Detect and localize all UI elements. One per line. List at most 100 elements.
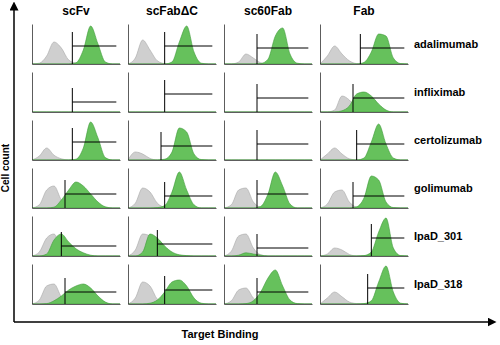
plot-area — [32, 278, 120, 304]
row-label: certolizumab — [414, 134, 482, 146]
x-axis — [225, 256, 313, 257]
gate-line — [61, 246, 116, 247]
plot-area — [128, 128, 216, 160]
axis-line — [128, 265, 129, 305]
y-axis — [128, 169, 129, 209]
x-axis — [225, 160, 313, 161]
gate-marker — [157, 230, 158, 256]
x-axis — [321, 304, 409, 305]
x-axis — [33, 112, 121, 113]
panel — [224, 169, 313, 209]
control-histogram — [128, 40, 216, 64]
axis-line — [224, 73, 225, 113]
gate-line — [257, 248, 308, 249]
axis-line — [33, 160, 121, 161]
gate-marker — [257, 34, 258, 64]
plot-area — [224, 270, 312, 304]
gate-marker — [164, 32, 165, 64]
sample-histogram — [128, 172, 216, 208]
panel — [320, 217, 409, 257]
gate-line — [65, 292, 116, 293]
plot-area — [32, 232, 120, 256]
plot-area — [32, 180, 120, 208]
gate-line — [257, 98, 308, 99]
sample-histogram — [128, 26, 216, 64]
gate-marker — [65, 180, 66, 208]
gate-line — [165, 290, 213, 291]
gate-marker — [371, 224, 372, 256]
gate-line — [65, 194, 116, 195]
control-histogram — [224, 112, 312, 113]
control-histogram — [32, 42, 120, 64]
plot-area — [224, 130, 312, 160]
gate-marker — [353, 84, 354, 112]
sample-histogram — [128, 128, 216, 160]
axis-line — [320, 73, 321, 113]
x-axis — [225, 112, 313, 113]
gate-marker — [164, 276, 165, 304]
y-axis — [320, 217, 321, 257]
plot-area — [128, 26, 216, 64]
sample-histogram — [320, 218, 408, 256]
column-header: scFv — [62, 4, 90, 18]
row-label: adalimumab — [414, 38, 478, 50]
panel — [320, 73, 409, 113]
axis-line — [129, 304, 217, 305]
gate-line — [165, 196, 213, 197]
axis-line — [224, 217, 225, 257]
sample-histogram — [32, 26, 120, 64]
x-axis — [321, 64, 409, 65]
panel — [32, 217, 121, 257]
panel — [32, 265, 121, 305]
gate-marker — [65, 278, 66, 304]
gate-line — [257, 144, 308, 145]
panel — [128, 73, 217, 113]
plot-area — [224, 28, 312, 64]
plot-area — [320, 84, 408, 112]
y-axis-title: Cell count — [0, 143, 11, 192]
y-axis — [320, 265, 321, 305]
sample-histogram — [224, 28, 312, 64]
column-header: scFabΔC — [146, 4, 198, 18]
panel — [224, 217, 313, 257]
panel — [128, 217, 217, 257]
axis-line — [225, 208, 313, 209]
axis-line — [128, 121, 129, 161]
y-axis — [224, 73, 225, 113]
x-axis — [225, 64, 313, 65]
sample-histogram — [32, 284, 120, 304]
gate-line — [72, 102, 116, 103]
y-axis — [320, 73, 321, 113]
gate-marker — [257, 130, 258, 160]
axis-line — [32, 25, 33, 65]
axis-line — [320, 265, 321, 305]
control-histogram — [32, 284, 120, 304]
plot-area — [32, 88, 120, 112]
row-label: infliximab — [414, 86, 466, 98]
axis-line — [225, 256, 313, 257]
gate-marker — [161, 132, 162, 160]
column-header: sc60Fab — [244, 4, 292, 18]
axis-line — [129, 112, 217, 113]
x-axis — [33, 208, 121, 209]
y-axis — [128, 73, 129, 113]
sample-histogram — [32, 112, 120, 113]
axis-line — [225, 64, 313, 65]
y-axis — [32, 25, 33, 65]
y-axis — [224, 265, 225, 305]
gate-line — [368, 288, 405, 289]
axis-line — [33, 208, 121, 209]
sample-histogram — [320, 34, 408, 64]
y-axis — [32, 121, 33, 161]
y-axis — [224, 25, 225, 65]
sample-histogram — [32, 234, 120, 256]
sample-histogram — [224, 172, 312, 208]
sample-histogram — [320, 266, 408, 304]
gate-marker — [72, 128, 73, 160]
axis-line — [33, 304, 121, 305]
y-axis — [32, 73, 33, 113]
axis-line — [128, 169, 129, 209]
plot-area — [320, 124, 408, 160]
panel — [32, 25, 121, 65]
gate-line — [353, 98, 404, 99]
